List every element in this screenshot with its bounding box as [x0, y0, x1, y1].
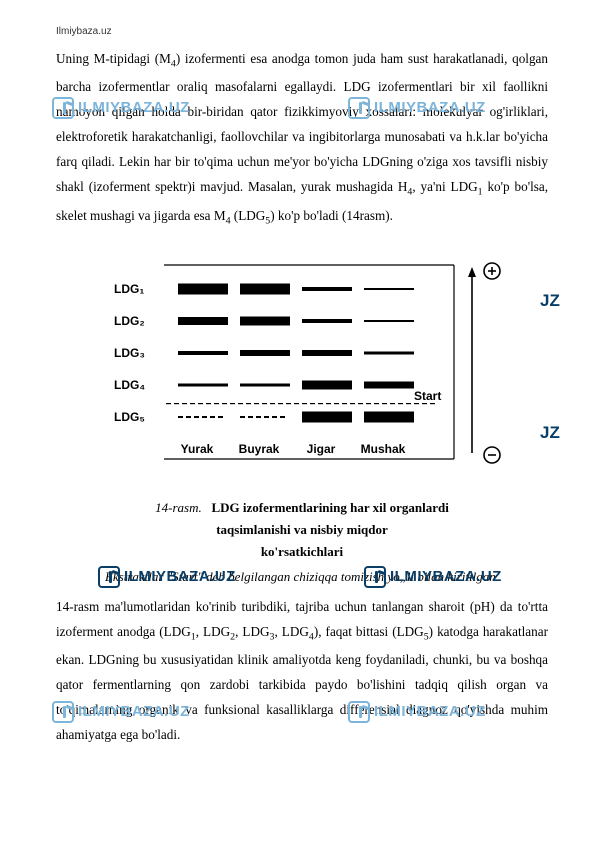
svg-text:Mushak: Mushak — [361, 442, 406, 456]
svg-text:Jigar: Jigar — [307, 442, 336, 456]
figure-subtitle: Ekstraktlar "Start" deb belgilangan chiz… — [56, 567, 548, 587]
svg-text:LDG₁: LDG₁ — [114, 282, 144, 296]
svg-text:Start: Start — [414, 389, 441, 403]
svg-text:LDG₄: LDG₄ — [114, 378, 145, 392]
figure-container: LDG₁ LDG₂ LDG₃ LDG₄ LDG₅ Start Yurak Buyrak Jiga… — [56, 253, 548, 483]
svg-text:Yurak: Yurak — [181, 442, 214, 456]
site-header: Ilmiybaza.uz — [56, 24, 548, 40]
svg-text:LDG₂: LDG₂ — [114, 314, 145, 328]
figure-caption: 14-rasm. LDG izofermentlarining har xil … — [86, 497, 518, 563]
svg-text:LDG₃: LDG₃ — [114, 346, 145, 360]
svg-text:Buyrak: Buyrak — [239, 442, 280, 456]
paragraph-1: Uning M-tipidagi (M4) izofermenti esa an… — [56, 46, 548, 232]
paragraph-2: 14-rasm ma'lumotlaridan ko'rinib turibdi… — [56, 594, 548, 748]
electrophoresis-figure: LDG₁ LDG₂ LDG₃ LDG₄ LDG₅ Start Yurak Buyrak Jiga… — [92, 253, 512, 483]
svg-text:LDG₅: LDG₅ — [114, 410, 145, 424]
